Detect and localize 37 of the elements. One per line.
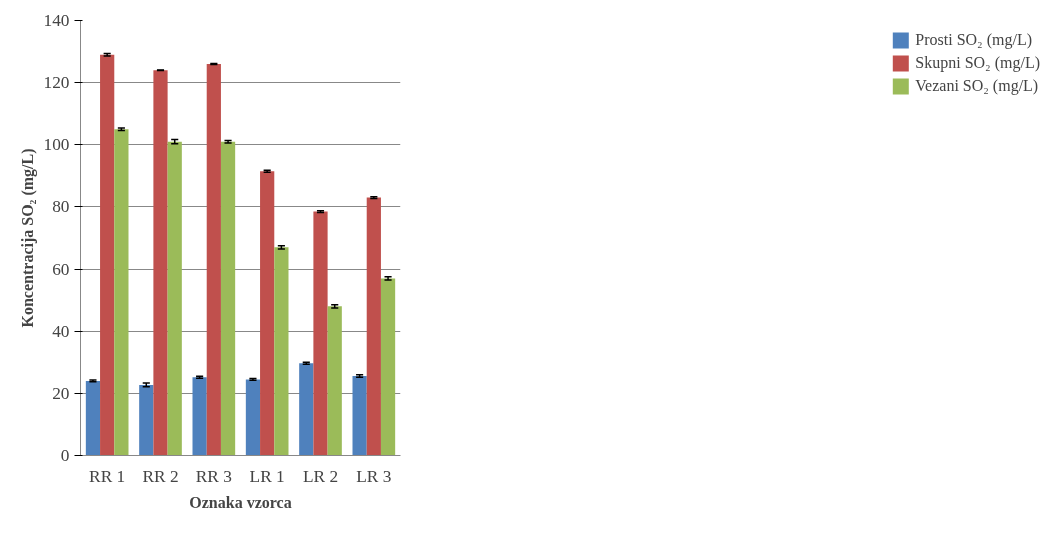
bar (100, 54, 115, 456)
y-tick-label: 40 (52, 321, 70, 341)
x-tick-label: RR 1 (89, 466, 126, 486)
y-tick-label: 80 (52, 197, 70, 217)
bar (352, 375, 367, 456)
bar (245, 379, 261, 456)
bar (139, 384, 154, 456)
bar (274, 247, 289, 456)
y-tick-label: 140 (43, 11, 70, 30)
y-tick-label: 120 (43, 73, 70, 93)
bar (299, 363, 314, 456)
legend-label: Skupni SO₂ (mg/L) (915, 54, 1040, 72)
y-tick-label: 0 (60, 446, 70, 465)
x-tick-label: RR 2 (142, 466, 179, 486)
x-tick-label: LR 2 (302, 466, 339, 486)
bar (206, 64, 221, 456)
x-axis-title: Oznaka vzorca (189, 493, 292, 511)
bar (114, 129, 129, 456)
bar (220, 141, 236, 456)
bar (327, 306, 342, 456)
bar (313, 211, 328, 456)
bar (192, 377, 207, 456)
legend-label: Prosti SO₂ (mg/L) (915, 31, 1032, 49)
bar (85, 380, 101, 456)
x-tick-label: RR 3 (195, 466, 232, 486)
x-tick-label: LR 3 (356, 466, 392, 486)
y-axis-title: Koncentracija SO₂ (mg/L) (18, 148, 37, 328)
bar (380, 278, 396, 456)
y-tick-label: 100 (43, 135, 70, 155)
bar (167, 141, 182, 456)
x-tick-label: LR 1 (249, 466, 285, 486)
bar (153, 70, 168, 456)
y-tick-label: 60 (52, 259, 70, 279)
bar (260, 171, 275, 456)
y-tick-label: 20 (52, 383, 70, 403)
bar (366, 197, 381, 456)
legend-label: Vezani SO₂ (mg/L) (915, 77, 1039, 95)
